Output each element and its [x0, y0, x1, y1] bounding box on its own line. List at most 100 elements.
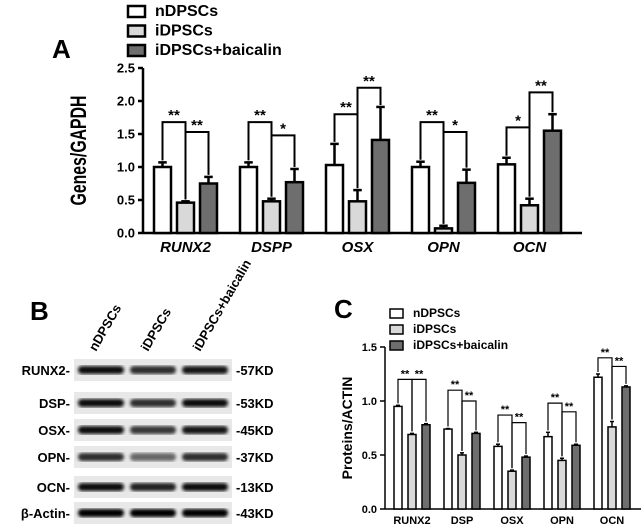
significance-bracket [270, 134, 296, 197]
legend-label: nDPSCs [413, 306, 461, 320]
bar-idpscs [557, 459, 567, 510]
significance-label: ** [465, 390, 474, 402]
bar-idpscs [607, 426, 617, 510]
molecular-weight-label: -57KD [236, 363, 274, 378]
molecular-weight-label: -13KD [236, 480, 274, 495]
lane-label: iDPSCs [138, 305, 174, 353]
blot-band [182, 453, 228, 461]
significance-label: * [515, 112, 521, 129]
y-tick-label: 2.5 [117, 61, 135, 76]
legend-label: nDPSCs [155, 3, 218, 20]
blot-band [182, 483, 228, 491]
blot-band [130, 399, 176, 407]
significance-label: ** [515, 412, 524, 424]
bar-ndpscs [496, 163, 517, 235]
bar-idpscs-baicalin [471, 432, 481, 510]
blot-band [130, 483, 176, 491]
molecular-weight-label: -37KD [236, 450, 274, 465]
legend-swatch [389, 340, 404, 351]
blot-band [182, 399, 228, 407]
protein-label: OPN- [38, 450, 71, 465]
bar-idpscs-baicalin [456, 181, 477, 235]
category-label: OPN [427, 239, 461, 256]
legend-label: iDPSCs+baicalin [155, 42, 282, 59]
significance-bracket [356, 86, 382, 189]
significance-label: ** [401, 368, 410, 380]
significance-label: ** [451, 379, 460, 391]
category-label: RUNX2 [160, 239, 212, 256]
panel-label-c: C [334, 294, 353, 324]
y-tick-label: 0.5 [117, 193, 135, 208]
bar-idpscs-baicalin [542, 129, 563, 235]
category-label: OSX [500, 515, 524, 527]
legend-swatch [126, 24, 147, 38]
category-label: DSPP [251, 239, 293, 256]
blot-band [78, 399, 124, 407]
molecular-weight-label: -45KD [236, 423, 274, 438]
legend-swatch [126, 43, 147, 58]
y-tick-label: 1.0 [362, 396, 377, 408]
y-tick-label: 0.0 [362, 504, 377, 516]
legend-label: iDPSCs+baicalin [413, 338, 508, 352]
y-axis-label: Genes/GAPDH [68, 96, 92, 206]
significance-bracket [461, 400, 477, 451]
significance-bracket [511, 422, 527, 469]
blot-band [78, 509, 124, 517]
y-tick-label: 0.5 [362, 450, 377, 462]
bar-ndpscs [238, 165, 259, 235]
significance-bracket [411, 378, 427, 432]
bar-ndpscs [152, 165, 173, 235]
protein-label: β-Actin- [21, 506, 70, 521]
y-tick-label: 1.5 [117, 127, 135, 142]
significance-label: ** [601, 347, 610, 359]
significance-label: ** [565, 401, 574, 413]
panel-label-b: B [30, 296, 49, 326]
bar-idpscs-baicalin [521, 456, 531, 510]
lane-label: iDPSCs+baicalin [190, 257, 254, 354]
y-tick-label: 1.5 [362, 342, 377, 354]
bar-ndpscs [410, 165, 431, 235]
significance-label: ** [340, 99, 352, 116]
blot-band [78, 483, 124, 491]
category-label: DSP [451, 515, 474, 527]
significance-bracket [184, 131, 210, 200]
panel-label-a: A [52, 34, 71, 64]
significance-label: ** [254, 107, 266, 124]
protein-label: OSX- [38, 423, 70, 438]
blot-band [78, 366, 124, 374]
legend-swatch [126, 4, 147, 19]
blot-band [130, 509, 176, 517]
category-label: OCN [513, 239, 548, 256]
blot-band [78, 453, 124, 461]
bar-ndpscs [393, 405, 403, 510]
bar-idpscs [407, 433, 417, 510]
y-tick-label: 0.0 [117, 226, 135, 241]
bar-ndpscs [324, 163, 345, 235]
significance-bracket [611, 365, 627, 420]
blot-band [78, 426, 124, 434]
significance-label: ** [415, 368, 424, 380]
significance-label: * [452, 117, 458, 134]
legend-swatch [389, 308, 404, 319]
bar-ndpscs [543, 435, 553, 510]
category-label: OCN [600, 515, 625, 527]
bar-idpscs-baicalin [621, 386, 631, 510]
bar-ndpscs [493, 445, 503, 510]
bar-ndpscs [593, 376, 603, 510]
bar-idpscs [261, 200, 282, 235]
blot-band [182, 509, 228, 517]
bar-idpscs [519, 204, 540, 235]
significance-label: ** [168, 107, 180, 124]
category-label: OSX [342, 239, 375, 256]
bar-ndpscs [443, 428, 453, 510]
legend-label: iDPSCs [155, 23, 213, 40]
y-tick-label: 1.0 [117, 160, 135, 175]
bar-idpscs-baicalin [421, 424, 431, 510]
significance-bracket [561, 411, 577, 457]
category-label: OPN [550, 515, 574, 527]
bar-idpscs-baicalin [571, 444, 581, 510]
protein-label: RUNX2- [22, 363, 70, 378]
y-tick-label: 2.0 [117, 94, 135, 109]
